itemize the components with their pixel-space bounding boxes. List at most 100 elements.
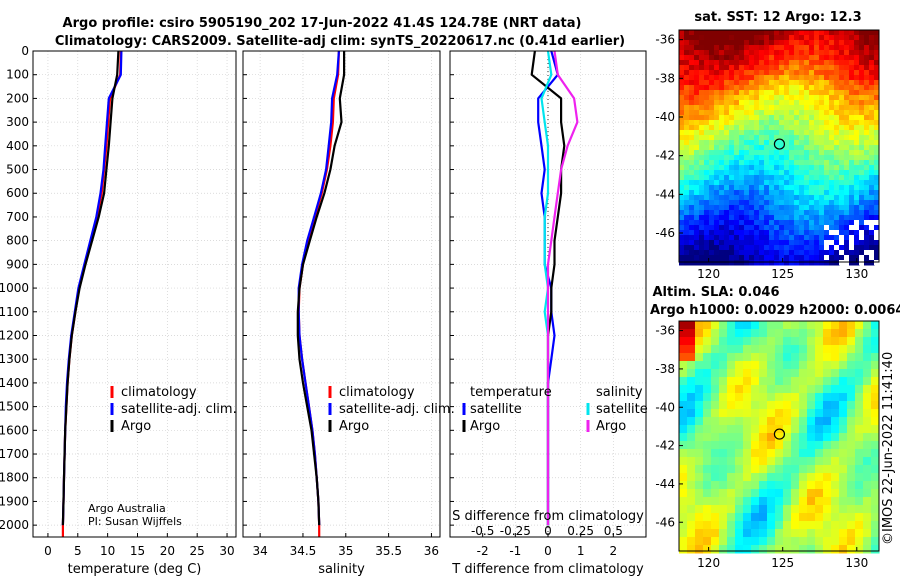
map-cell [775, 489, 784, 498]
map-cell [823, 513, 832, 522]
map-cell [783, 369, 792, 378]
map-cell [714, 190, 720, 196]
map-cell [759, 345, 768, 354]
map-cell [709, 75, 715, 81]
map-cell [779, 145, 785, 151]
map-cell [774, 120, 780, 126]
map-cell [684, 45, 690, 51]
y-tick-label: 800 [6, 234, 29, 248]
map-cell [799, 165, 805, 171]
map-cell [743, 393, 752, 402]
map-cell [709, 85, 715, 91]
map-cell [749, 160, 755, 166]
map-cell [823, 441, 832, 450]
map-cell [791, 353, 800, 362]
map-cell [864, 75, 870, 81]
map-cell [703, 409, 712, 418]
map-cell [784, 115, 790, 121]
map-cell [754, 120, 760, 126]
map-cell [849, 100, 855, 106]
map-cell [864, 45, 870, 51]
map-cell [769, 30, 775, 36]
map-cell [735, 393, 744, 402]
map-cell [711, 497, 720, 506]
map-cell [779, 130, 785, 136]
map-cell [744, 200, 750, 206]
map-cell [719, 240, 725, 246]
map-cell [759, 200, 765, 206]
map-cell [829, 245, 835, 251]
map-cell [734, 100, 740, 106]
map-cell [831, 513, 840, 522]
map-cell [799, 353, 808, 362]
map-cell [703, 345, 712, 354]
map-cell [749, 220, 755, 226]
map-cell [764, 120, 770, 126]
map-cell [823, 497, 832, 506]
map-cell [839, 361, 848, 370]
map-cell [735, 529, 744, 538]
map-cell [709, 65, 715, 71]
map-cell [734, 235, 740, 241]
map-cell [739, 205, 745, 211]
map-cell [799, 425, 808, 434]
map-cell [847, 425, 856, 434]
map-cell [823, 321, 832, 330]
argo-location-marker [773, 138, 786, 150]
map-cell [709, 80, 715, 86]
map-cell [727, 537, 736, 546]
map-cell [847, 473, 856, 482]
map-cell [735, 361, 744, 370]
map-cell [744, 125, 750, 131]
map-cell [769, 165, 775, 171]
map-cell [844, 140, 850, 146]
map-cell [759, 120, 765, 126]
map-cell [847, 385, 856, 394]
map-cell [774, 160, 780, 166]
map-cell [854, 105, 860, 111]
map-cell [804, 235, 810, 241]
map-cell [874, 85, 880, 91]
map-cell [679, 505, 688, 514]
x-axis-label: T difference from climatology [451, 562, 644, 577]
map-cell [779, 55, 785, 61]
map-cell [814, 245, 820, 251]
map-cell [863, 409, 872, 418]
map-cell [699, 250, 705, 256]
map-cell [754, 115, 760, 121]
map-cell [739, 245, 745, 251]
map-cell [739, 50, 745, 56]
map-cell [739, 30, 745, 36]
map-cell [784, 45, 790, 51]
map-cell [769, 45, 775, 51]
map-cell [754, 45, 760, 51]
map-cell [709, 45, 715, 51]
y-tick-label: 2000 [0, 518, 29, 532]
map-cell [679, 545, 688, 554]
map-cell [694, 210, 700, 216]
map-cell [711, 345, 720, 354]
map-cell [814, 155, 820, 161]
map-cell [759, 401, 768, 410]
map-cell [791, 433, 800, 442]
map-cell [829, 45, 835, 51]
map-cell [754, 200, 760, 206]
map-cell [791, 337, 800, 346]
map-cell [684, 80, 690, 86]
map-cell [799, 529, 808, 538]
map-cell [759, 521, 768, 530]
map-cell [751, 353, 760, 362]
map-cell [794, 240, 800, 246]
map-cell [729, 180, 735, 186]
map-cell [774, 115, 780, 121]
map-cell [774, 210, 780, 216]
map-cell [695, 401, 704, 410]
map-cell [839, 457, 848, 466]
map-cell [807, 497, 816, 506]
map-cell [794, 220, 800, 226]
map-cell [739, 250, 745, 256]
map-cell [799, 260, 805, 266]
map-cell [743, 529, 752, 538]
map-cell [684, 105, 690, 111]
map-cell [844, 65, 850, 71]
